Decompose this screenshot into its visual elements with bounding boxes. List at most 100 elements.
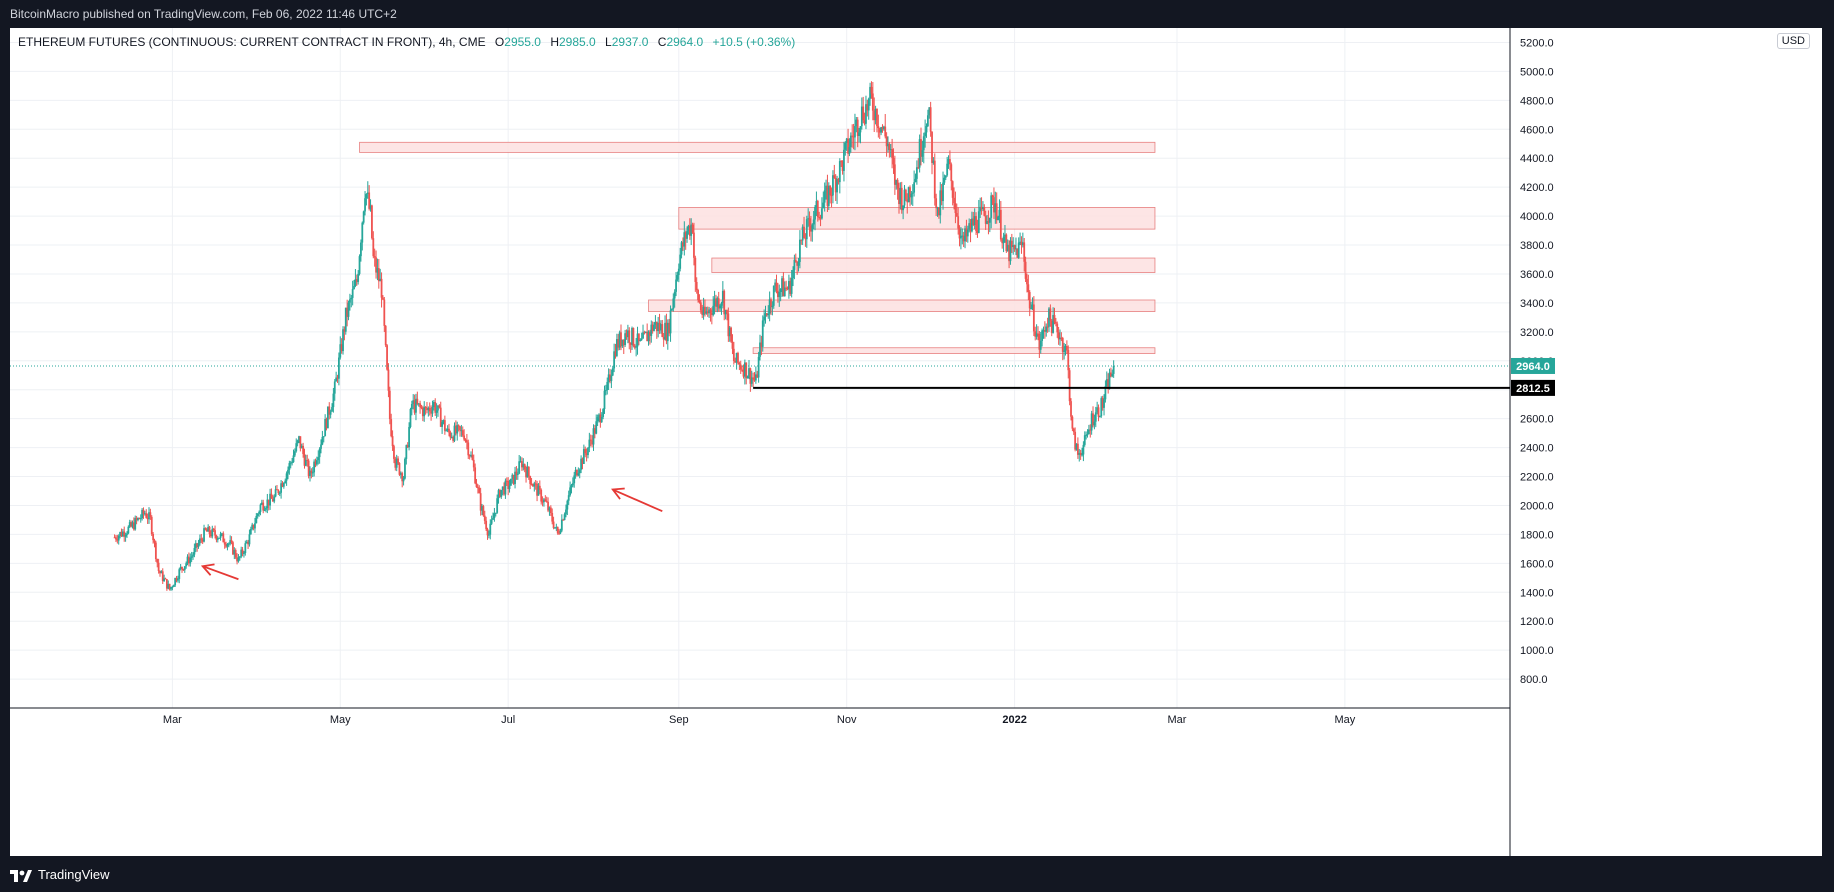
candle-body bbox=[547, 501, 549, 511]
candle-body bbox=[197, 543, 200, 547]
candle-body bbox=[355, 279, 358, 282]
candle-body bbox=[899, 187, 902, 205]
candle-body bbox=[611, 368, 614, 376]
candle-body bbox=[423, 407, 426, 417]
candle-body bbox=[181, 566, 183, 569]
candle-body bbox=[902, 205, 905, 211]
candle-body bbox=[179, 566, 182, 570]
candle-body bbox=[394, 458, 397, 468]
candle-body bbox=[265, 507, 267, 510]
candle-body bbox=[120, 532, 123, 537]
candle-body bbox=[770, 299, 772, 308]
candle-body bbox=[369, 205, 372, 209]
candle-body bbox=[260, 502, 263, 505]
candle-body bbox=[405, 445, 408, 459]
candle-body bbox=[208, 526, 211, 535]
candle-body bbox=[386, 345, 388, 370]
y-tick-label: 4600.0 bbox=[1520, 124, 1554, 136]
candle-body bbox=[805, 219, 808, 240]
candle-body bbox=[990, 195, 993, 218]
candle-body bbox=[613, 351, 616, 369]
candle-body bbox=[247, 541, 249, 545]
candle-body bbox=[271, 498, 274, 502]
candle-body bbox=[888, 143, 891, 150]
candle-body bbox=[852, 136, 855, 138]
resistance-zone[interactable] bbox=[711, 257, 1156, 273]
candle-body bbox=[293, 451, 296, 456]
candle-body bbox=[677, 268, 680, 276]
candle-body bbox=[529, 476, 532, 484]
y-tick-label: 5000.0 bbox=[1520, 66, 1554, 78]
resistance-zone[interactable] bbox=[359, 141, 1156, 153]
candle-body bbox=[476, 487, 479, 489]
candle-body bbox=[1009, 240, 1012, 262]
candle-body bbox=[185, 563, 188, 567]
resistance-zone[interactable] bbox=[752, 347, 1156, 354]
candle-body bbox=[917, 167, 920, 169]
annotation-arrow-shaft[interactable] bbox=[612, 488, 663, 513]
candle-body bbox=[957, 216, 960, 229]
candle-body bbox=[1074, 431, 1077, 450]
candle-body bbox=[889, 149, 892, 151]
candle-body bbox=[404, 458, 406, 479]
candle-body bbox=[284, 480, 287, 484]
candle-body bbox=[236, 557, 238, 562]
candle-body bbox=[296, 440, 299, 444]
candle-body bbox=[187, 556, 190, 564]
candle-body bbox=[1001, 239, 1004, 244]
candle-body bbox=[175, 578, 178, 581]
candle-body bbox=[870, 86, 873, 94]
chart-panel[interactable]: 800.0 1000.0 1200.0 1400.0 1600.0 1800.0 2000.… bbox=[10, 28, 1822, 856]
y-tick-label: 4000.0 bbox=[1520, 211, 1554, 223]
candle-body bbox=[593, 428, 596, 434]
candle-body bbox=[855, 119, 858, 127]
candle-body bbox=[339, 344, 342, 358]
candle-body bbox=[892, 157, 895, 165]
candle-body bbox=[898, 188, 900, 205]
candle-body bbox=[384, 325, 387, 346]
currency-button[interactable]: USD bbox=[1776, 33, 1810, 49]
candle-body bbox=[216, 538, 219, 540]
annotation-arrow-shaft[interactable] bbox=[202, 565, 239, 581]
candle-body bbox=[211, 528, 214, 537]
candle-body bbox=[127, 526, 130, 534]
candle-body bbox=[449, 432, 452, 438]
candle-body bbox=[818, 216, 821, 218]
candle-body bbox=[794, 259, 797, 262]
candle-body bbox=[289, 462, 292, 464]
candle-body bbox=[240, 549, 243, 557]
candle-body bbox=[804, 238, 807, 240]
candle-body bbox=[671, 308, 673, 311]
candle-body bbox=[255, 515, 258, 524]
candle-body bbox=[972, 218, 975, 225]
candlestick-chart[interactable]: 800.0 1000.0 1200.0 1400.0 1600.0 1800.0 2000.… bbox=[10, 28, 1822, 856]
candle-body bbox=[478, 487, 481, 494]
resistance-zone[interactable] bbox=[648, 299, 1156, 312]
candle-body bbox=[801, 226, 804, 241]
candle-body bbox=[280, 483, 283, 493]
candle-body bbox=[759, 342, 761, 357]
candle-body bbox=[691, 224, 694, 233]
candle-body bbox=[552, 521, 555, 529]
candle-body bbox=[658, 322, 661, 331]
tradingview-logo[interactable]: TradingView bbox=[10, 867, 110, 882]
candle-body bbox=[149, 512, 152, 517]
candle-body bbox=[799, 239, 801, 262]
candle-body bbox=[393, 446, 395, 459]
candle-body bbox=[1057, 332, 1060, 340]
candle-body bbox=[545, 501, 548, 503]
candle-body bbox=[609, 374, 611, 382]
candle-body bbox=[1090, 413, 1093, 431]
candle-body bbox=[311, 472, 314, 474]
candle-body bbox=[536, 483, 538, 496]
candle-body bbox=[571, 483, 574, 486]
candle-body bbox=[569, 487, 571, 496]
candle-body bbox=[192, 554, 194, 557]
candle-body bbox=[1024, 261, 1027, 279]
candle-body bbox=[615, 339, 618, 356]
resistance-zone[interactable] bbox=[678, 207, 1156, 230]
candle-body bbox=[137, 518, 139, 521]
candle-body bbox=[687, 225, 690, 231]
candle-body bbox=[226, 544, 229, 547]
candle-body bbox=[190, 556, 193, 558]
